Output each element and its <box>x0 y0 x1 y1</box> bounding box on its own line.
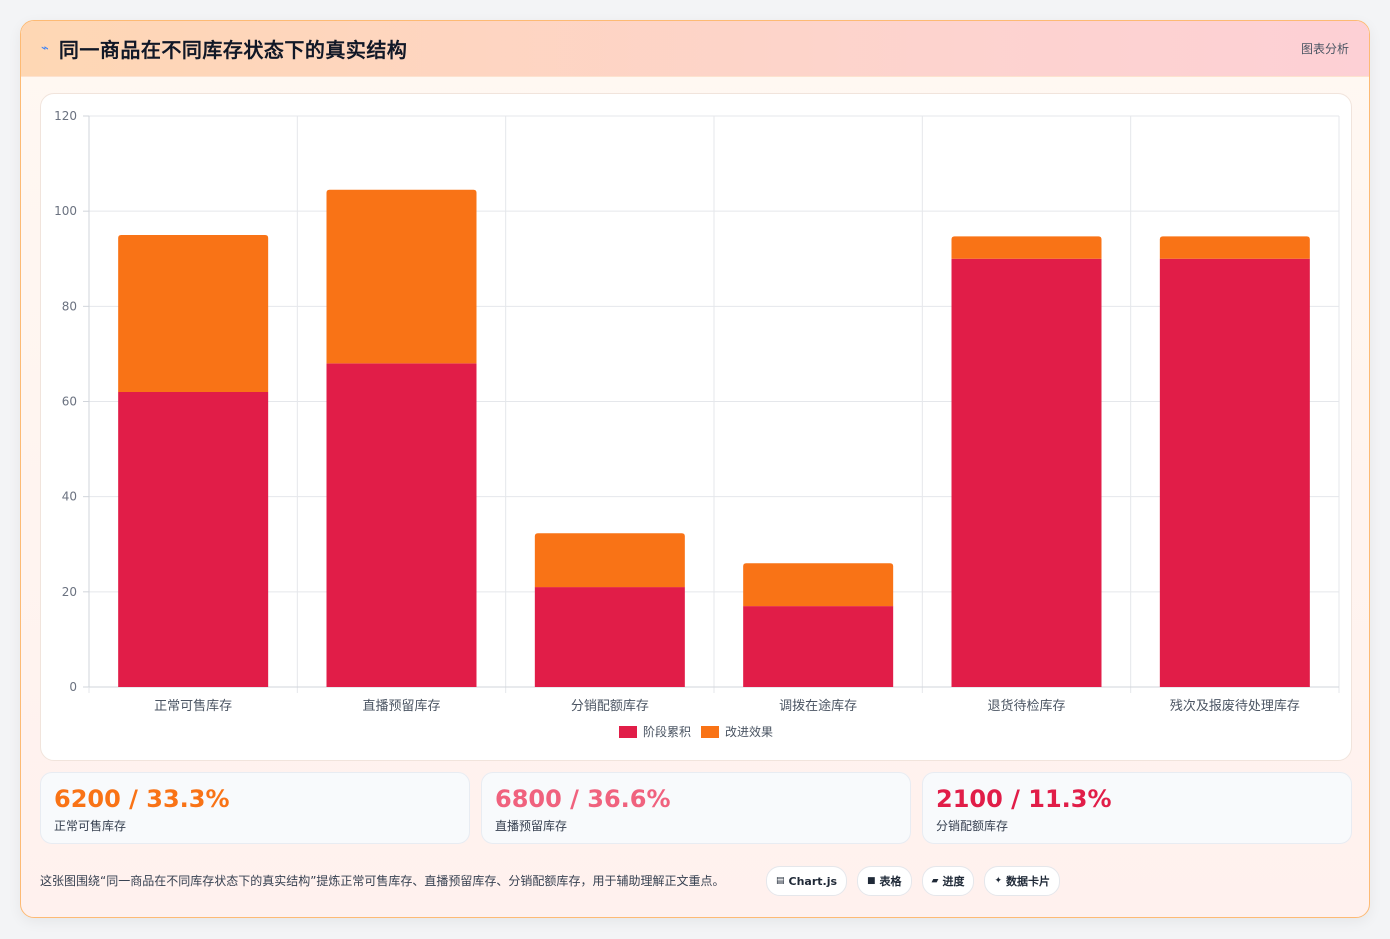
stat-value: 2100 / 11.3% <box>936 785 1112 813</box>
stat-label: 分销配额库存 <box>936 819 1009 833</box>
bar-segment <box>743 563 894 607</box>
tag-list: ▤ Chart.js ■ 表格 ▰ 进度 ✦ 数据卡片 <box>766 866 1061 896</box>
y-tick-label: 0 <box>69 680 77 694</box>
tag-table[interactable]: ■ 表格 <box>857 866 912 896</box>
stat-label: 直播预留库存 <box>495 819 568 833</box>
stat-card: 2100 / 11.3% 分销配额库存 <box>922 772 1352 844</box>
y-tick-label: 40 <box>62 490 77 504</box>
bar-segment <box>118 234 269 392</box>
chart-card: ⌁ 同一商品在不同库存状态下的真实结构 图表分析 0 20 40 60 80 100 120… <box>20 20 1370 918</box>
tag-chartjs[interactable]: ▤ Chart.js <box>766 866 848 896</box>
bar-segment <box>118 391 269 687</box>
header-tag: 图表分析 <box>1300 42 1349 56</box>
bar-segment <box>951 236 1102 259</box>
x-tick-label: 残次及报废待处理库存 <box>1170 698 1300 714</box>
x-tick-label: 分销配额库存 <box>571 698 649 714</box>
y-tick-label: 60 <box>62 395 77 409</box>
stats-row: 6200 / 33.3% 正常可售库存 6800 / 36.6% 直播预留库存 … <box>40 772 1352 844</box>
bar-chart: 0 20 40 60 80 100 120 正常可售库存 直播预留库存 分销配额库存 调拨在途库存 退… <box>54 109 1340 739</box>
tag-label: Chart.js <box>788 874 838 888</box>
footer-note: 这张图围绕“同一商品在不同库存状态下的真实结构”提炼正常可售库存、直播预留库存、… <box>40 874 725 888</box>
tag-label: 数据卡片 <box>1006 875 1051 888</box>
page-title: 同一商品在不同库存状态下的真实结构 <box>58 38 408 62</box>
bar-segment <box>951 258 1102 687</box>
stat-value: 6800 / 36.6% <box>495 785 671 813</box>
x-tick-label: 退货待检库存 <box>987 698 1065 714</box>
y-tick-label: 20 <box>62 585 77 599</box>
bar-segment <box>534 533 685 588</box>
tag-data-card[interactable]: ✦ 数据卡片 <box>984 866 1061 896</box>
y-tick-label: 80 <box>62 299 77 313</box>
legend-label: 阶段累积 <box>643 724 691 739</box>
card-header: ⌁ 同一商品在不同库存状态下的真实结构 图表分析 <box>21 21 1369 77</box>
stat-card: 6200 / 33.3% 正常可售库存 <box>40 772 470 844</box>
x-tick-label: 直播预留库存 <box>362 698 440 714</box>
progress-icon: ▰ <box>931 876 939 886</box>
chart-panel: 0 20 40 60 80 100 120 正常可售库存 直播预留库存 分销配额库存 调拨在途库存 退… <box>40 93 1352 761</box>
x-tick-label: 调拨在途库存 <box>779 698 857 714</box>
stat-label: 正常可售库存 <box>54 819 127 833</box>
y-tick-label: 120 <box>54 109 77 123</box>
bar-segment <box>1159 236 1310 259</box>
table-icon: ▤ <box>776 876 785 886</box>
tag-progress[interactable]: ▰ 进度 <box>921 866 975 896</box>
footer: 这张图围绕“同一商品在不同库存状态下的真实结构”提炼正常可售库存、直播预留库存、… <box>40 859 1352 903</box>
legend-swatch <box>619 726 637 738</box>
stat-card: 6800 / 36.6% 直播预留库存 <box>481 772 911 844</box>
x-tick-label: 正常可售库存 <box>154 698 232 714</box>
bar-segment <box>743 606 894 687</box>
stat-value: 6200 / 33.3% <box>54 785 230 813</box>
title-wrap: ⌁ 同一商品在不同库存状态下的真实结构 <box>41 34 407 63</box>
tag-label: 表格 <box>879 875 902 888</box>
tag-label: 进度 <box>942 875 965 888</box>
y-tick-label: 100 <box>54 204 77 218</box>
bar-segment <box>326 189 477 364</box>
legend-label: 改进效果 <box>725 724 773 739</box>
bar-segment <box>326 363 477 687</box>
sparkle-icon: ✦ <box>994 876 1003 886</box>
bar-segment <box>534 587 685 687</box>
bar-segment <box>1159 258 1310 687</box>
chart-icon: ⌁ <box>41 41 49 56</box>
square-icon: ■ <box>867 876 876 886</box>
legend-swatch <box>701 726 719 738</box>
